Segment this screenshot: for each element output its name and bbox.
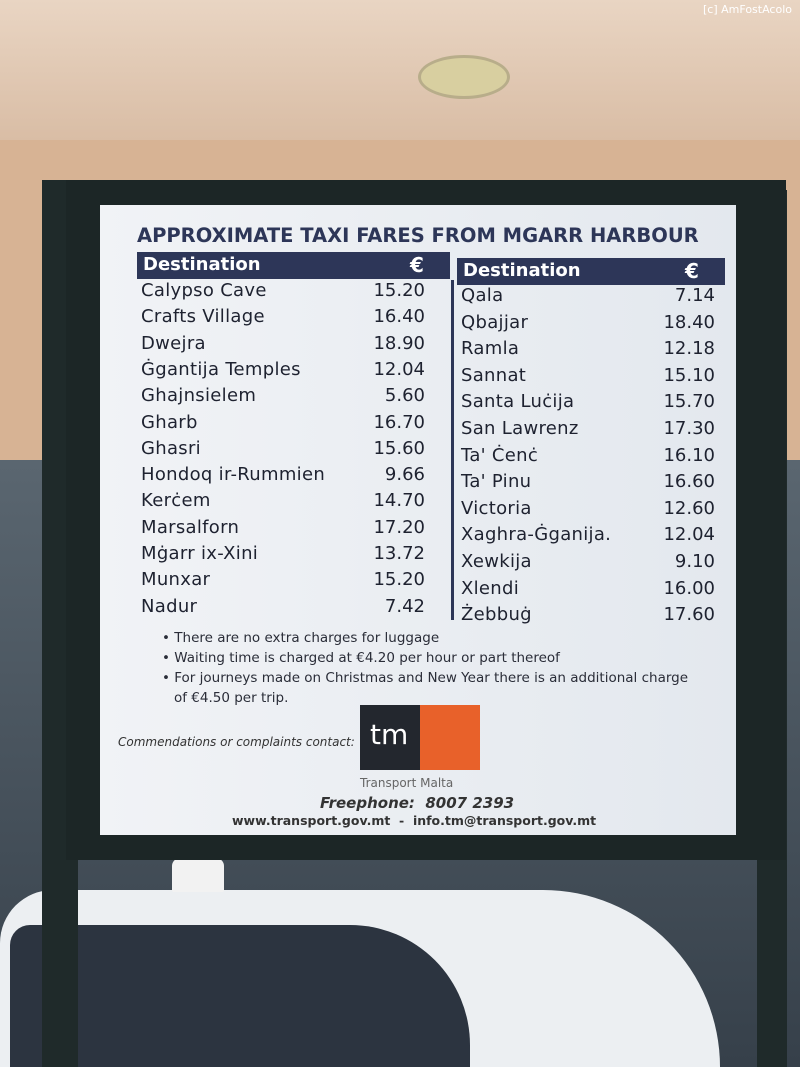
fare: 7.14 xyxy=(674,285,715,306)
fare: 16.00 xyxy=(663,577,715,599)
destination: Qala xyxy=(461,285,504,306)
fare: 16.10 xyxy=(663,444,715,466)
title: APPROXIMATE TAXI FARES FROM MGARR HARBOU… xyxy=(137,224,699,247)
taxi-sign xyxy=(172,858,224,892)
notes: • There are no extra charges for luggage… xyxy=(160,628,700,708)
fare: 16.70 xyxy=(373,411,425,433)
note: • There are no extra charges for luggage xyxy=(162,630,440,646)
fare: 17.20 xyxy=(373,516,425,538)
fare: 12.04 xyxy=(373,358,425,380)
destination: Ghasri xyxy=(141,437,201,459)
fare: 16.60 xyxy=(663,471,715,493)
fare: 12.04 xyxy=(663,524,715,546)
web: www.transport.gov.mt - info.tm@transport… xyxy=(232,813,597,828)
destination: Xewkija xyxy=(461,551,532,572)
fare: 12.60 xyxy=(663,497,715,519)
ceiling-light xyxy=(418,55,510,99)
fare: 5.60 xyxy=(384,385,425,407)
destination: Xlendi xyxy=(461,577,520,599)
contact: Commendations or complaints contact: xyxy=(118,735,355,749)
table-header xyxy=(137,252,450,279)
destination: Victoria xyxy=(461,497,532,519)
fare: 15.20 xyxy=(373,280,425,301)
destination: Xaghra-Ġganija. xyxy=(461,524,612,546)
logo-mark: tm xyxy=(370,718,409,751)
watermark: [c] AmFostAcolo xyxy=(703,3,792,16)
destination: San Lawrenz xyxy=(461,418,579,439)
column-divider xyxy=(451,280,454,620)
fare: 18.40 xyxy=(663,311,715,333)
fare: 17.30 xyxy=(663,418,715,439)
table-header xyxy=(457,258,725,285)
fare: 13.72 xyxy=(373,543,425,564)
fare: 16.40 xyxy=(373,306,425,328)
ceiling xyxy=(0,0,800,140)
logo-dark xyxy=(360,705,420,770)
destination: Gharb xyxy=(141,411,198,433)
fare: 15.10 xyxy=(663,364,715,386)
note: • Waiting time is charged at €4.20 per h… xyxy=(162,650,560,666)
logo-orange xyxy=(420,705,480,770)
destination: Hondoq ir-Rummien xyxy=(141,464,326,486)
note: • For journeys made on Christmas and New… xyxy=(162,670,689,706)
destination: Ta' Ċenċ xyxy=(461,444,539,466)
destination: Santa Luċija xyxy=(461,391,575,413)
destination: Żebbuġ xyxy=(461,604,532,626)
fare: 9.66 xyxy=(384,464,425,486)
destination: Qbajjar xyxy=(461,311,529,333)
destination: Calypso Cave xyxy=(141,280,267,301)
freephone: Freephone: 8007 2393 xyxy=(320,794,515,812)
destination: Ramla xyxy=(461,338,520,360)
fare: 12.18 xyxy=(663,338,715,360)
destination: Crafts Village xyxy=(141,306,265,328)
destination: Dwejra xyxy=(141,332,206,354)
header-destination: Destination xyxy=(143,254,261,275)
fare: 14.70 xyxy=(373,490,425,512)
logo-name: Transport Malta xyxy=(360,776,454,790)
destination: Ghajnsielem xyxy=(141,385,257,407)
destination: Mġarr ix-Xini xyxy=(141,543,259,564)
destination: Sannat xyxy=(461,364,527,386)
destination: Munxar xyxy=(141,569,211,591)
header-currency: € xyxy=(685,259,699,283)
fare: 15.70 xyxy=(663,391,715,413)
destination: Ġgantija Temples xyxy=(141,358,301,380)
destination: Ta' Pinu xyxy=(461,471,532,493)
fare: 7.42 xyxy=(384,595,425,617)
taxi-window xyxy=(10,925,470,1067)
fare: 15.20 xyxy=(373,569,425,591)
destination: Marsalforn xyxy=(141,516,240,538)
fare: 17.60 xyxy=(663,604,715,626)
header-currency: € xyxy=(410,253,424,277)
destination: Nadur xyxy=(141,595,198,617)
destination: Kerċem xyxy=(141,490,211,512)
fare: 15.60 xyxy=(373,437,425,459)
header-destination: Destination xyxy=(463,260,581,281)
fare: 9.10 xyxy=(674,551,715,572)
fare: 18.90 xyxy=(373,332,425,354)
